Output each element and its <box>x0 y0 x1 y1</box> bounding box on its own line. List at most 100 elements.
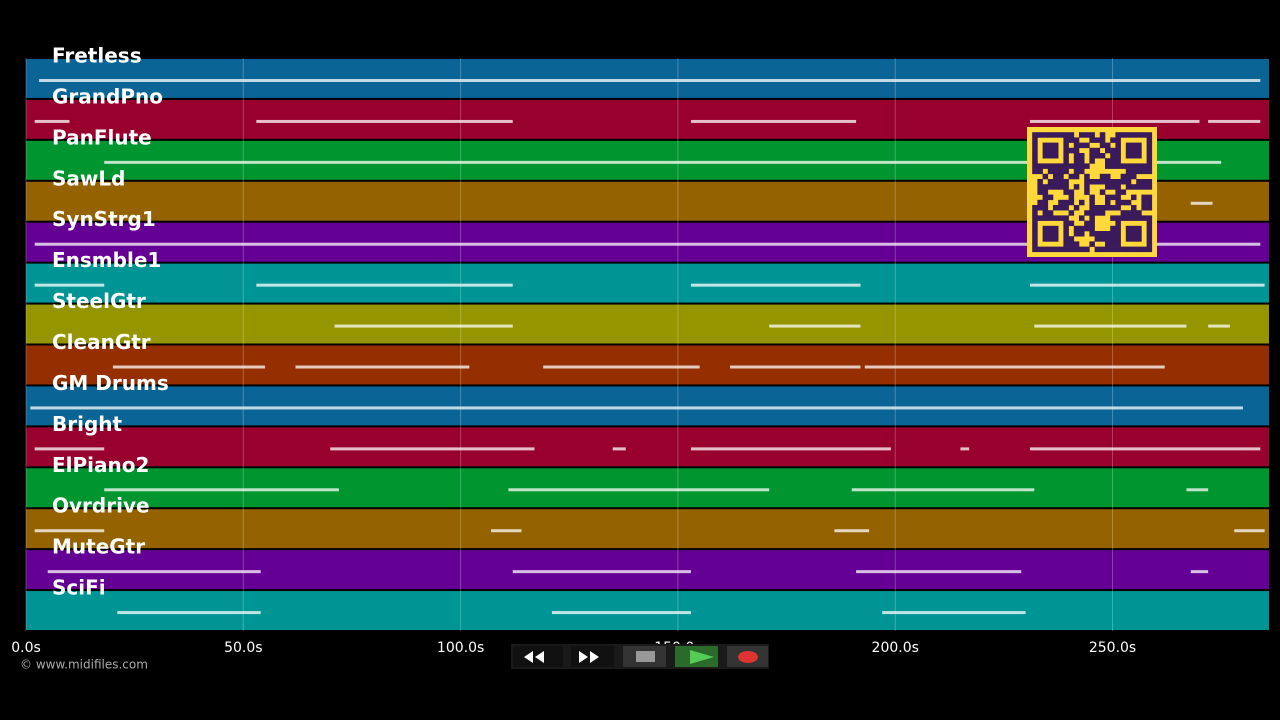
note-span <box>612 447 626 451</box>
qr-cell <box>1073 168 1080 175</box>
qr-cell <box>1125 147 1132 154</box>
qr-cell <box>1053 205 1059 211</box>
qr-cell <box>1037 246 1043 253</box>
qr-cell <box>1136 231 1142 237</box>
qr-cell <box>1053 153 1059 159</box>
qr-cell <box>1084 210 1090 216</box>
x-tick-label: 100.0s <box>437 640 484 656</box>
note-span <box>1208 324 1230 328</box>
qr-cell <box>1146 158 1153 164</box>
rewind-button[interactable] <box>513 646 563 667</box>
qr-cell <box>1042 189 1049 195</box>
note-span <box>856 570 1022 574</box>
qr-cell <box>1063 199 1069 206</box>
qr-cell <box>1131 142 1137 149</box>
qr-cell <box>1094 231 1101 237</box>
qr-cell <box>1131 236 1137 242</box>
x-tick-label: 50.0s <box>224 640 262 656</box>
note-span <box>730 365 861 369</box>
qr-cell <box>1084 225 1090 232</box>
qr-cell <box>1099 142 1106 149</box>
qr-cell <box>1115 142 1121 149</box>
note-span <box>34 242 1261 246</box>
qr-cell <box>1037 168 1043 175</box>
note-span <box>1234 529 1265 533</box>
note-span <box>834 529 870 533</box>
qr-cell <box>1089 205 1095 211</box>
qr-cell <box>1146 132 1153 138</box>
note-span <box>769 324 861 328</box>
footer: © www.midifiles.com <box>20 658 148 672</box>
qr-cell <box>1125 225 1132 232</box>
qr-cell <box>1131 153 1137 159</box>
qr-cell <box>1084 142 1090 149</box>
track-band <box>26 468 1269 508</box>
qr-cell <box>1042 142 1049 149</box>
qr-cell <box>1094 147 1101 154</box>
x-tick-label: 250.0s <box>1089 640 1136 656</box>
qr-cell <box>1042 184 1049 190</box>
note-span <box>882 611 1026 615</box>
track-name: GrandPno <box>52 84 163 108</box>
x-tick-label: 200.0s <box>872 640 919 656</box>
qr-cell <box>1063 179 1069 185</box>
qr-cell <box>1115 236 1121 242</box>
qr-cell <box>1146 142 1153 149</box>
qr-cell <box>1105 246 1111 253</box>
qr-cell <box>1125 231 1132 237</box>
note-span <box>117 611 261 615</box>
qr-cell <box>1146 220 1153 227</box>
qr-cell <box>1084 184 1090 190</box>
qr-cell <box>1120 179 1127 185</box>
qr-cell <box>1032 215 1038 221</box>
track-name: Ovrdrive <box>52 494 150 518</box>
qr-cell <box>1115 189 1121 195</box>
qr-cell <box>1032 132 1038 138</box>
qr-cell <box>1063 241 1069 247</box>
note-span <box>256 119 513 123</box>
qr-cell <box>1063 137 1069 143</box>
qr-cell <box>1032 210 1038 216</box>
qr-cell <box>1115 132 1121 138</box>
qr-cell <box>1058 132 1064 138</box>
qr-cell <box>1073 231 1080 237</box>
qr-cell <box>1047 236 1054 242</box>
note-span <box>690 283 861 287</box>
qr-cell <box>1136 225 1142 232</box>
qr-cell <box>1073 184 1080 190</box>
qr-cell <box>1089 153 1095 159</box>
play-button[interactable] <box>675 646 718 667</box>
note-span <box>1034 324 1187 328</box>
qr-cell <box>1099 231 1106 237</box>
qr-cell <box>1136 184 1142 190</box>
qr-cell <box>1099 153 1106 159</box>
forward-button[interactable] <box>571 646 614 667</box>
note-span <box>34 119 70 123</box>
qr-cell <box>1105 194 1111 201</box>
track-band <box>26 304 1269 344</box>
note-span <box>864 365 1165 369</box>
qr-cell <box>1084 173 1090 180</box>
qr-cell <box>1063 147 1069 154</box>
qr-cell <box>1047 142 1054 149</box>
record-button[interactable] <box>727 646 768 667</box>
note-span <box>256 283 513 287</box>
stop-button[interactable] <box>623 646 666 667</box>
qr-cell <box>1073 147 1080 154</box>
qr-cell <box>1146 199 1153 206</box>
qr-cell <box>1099 246 1106 253</box>
qr-cell <box>1037 199 1043 206</box>
track-name: GM Drums <box>52 371 169 395</box>
track-band <box>26 263 1269 303</box>
qr-cell <box>1042 153 1049 159</box>
icon <box>738 651 758 663</box>
qr-cell <box>1079 225 1085 232</box>
qr-cell <box>1131 231 1137 237</box>
qr-cell <box>1037 179 1043 185</box>
qr-cell <box>1053 179 1059 185</box>
qr-cell <box>1068 189 1075 195</box>
qr-cell <box>1105 173 1111 180</box>
qr-cell <box>1032 163 1038 169</box>
note-span <box>543 365 700 369</box>
note-span <box>47 570 261 574</box>
